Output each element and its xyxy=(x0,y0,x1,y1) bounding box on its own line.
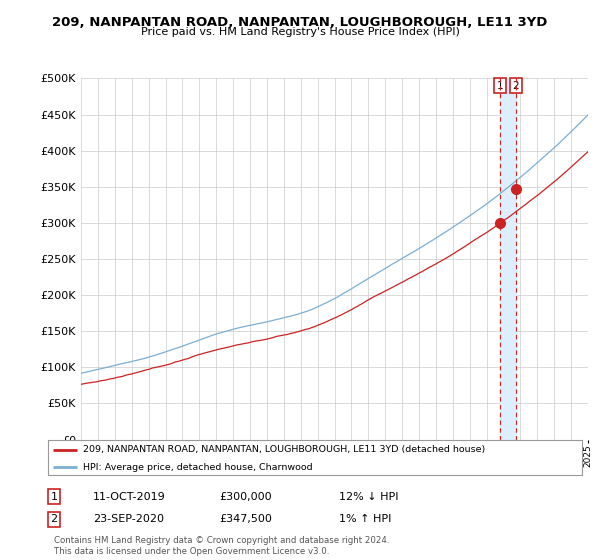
Text: 1: 1 xyxy=(50,492,58,502)
Text: 11-OCT-2019: 11-OCT-2019 xyxy=(93,492,166,502)
Text: 209, NANPANTAN ROAD, NANPANTAN, LOUGHBOROUGH, LE11 3YD (detached house): 209, NANPANTAN ROAD, NANPANTAN, LOUGHBOR… xyxy=(83,445,485,454)
Text: 12% ↓ HPI: 12% ↓ HPI xyxy=(339,492,398,502)
Text: Price paid vs. HM Land Registry's House Price Index (HPI): Price paid vs. HM Land Registry's House … xyxy=(140,27,460,37)
Text: £300,000: £300,000 xyxy=(219,492,272,502)
Text: Contains HM Land Registry data © Crown copyright and database right 2024.
This d: Contains HM Land Registry data © Crown c… xyxy=(54,536,389,556)
Bar xyxy=(500,78,516,440)
Text: 2: 2 xyxy=(50,514,58,524)
Text: 1: 1 xyxy=(497,81,503,91)
Text: HPI: Average price, detached house, Charnwood: HPI: Average price, detached house, Char… xyxy=(83,463,313,472)
Text: £347,500: £347,500 xyxy=(219,514,272,524)
Text: 23-SEP-2020: 23-SEP-2020 xyxy=(93,514,164,524)
Text: 2: 2 xyxy=(512,81,519,91)
Text: 1% ↑ HPI: 1% ↑ HPI xyxy=(339,514,391,524)
Text: 209, NANPANTAN ROAD, NANPANTAN, LOUGHBOROUGH, LE11 3YD: 209, NANPANTAN ROAD, NANPANTAN, LOUGHBOR… xyxy=(52,16,548,29)
